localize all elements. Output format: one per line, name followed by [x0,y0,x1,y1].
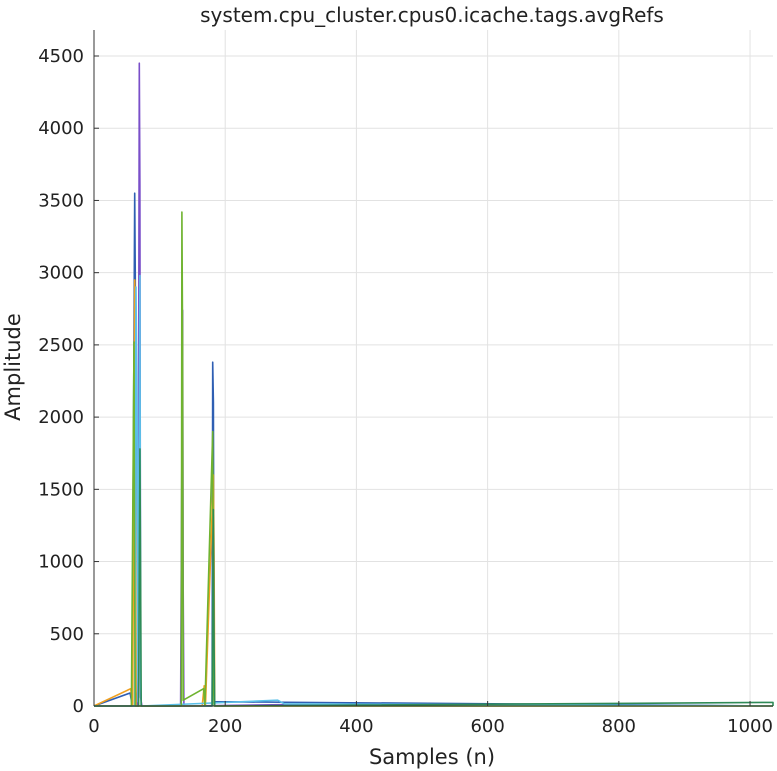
series-line-6 [94,448,774,707]
series-line-1 [93,192,774,707]
series-line-2 [94,62,774,707]
y-tick-label: 2500 [38,335,84,356]
x-tick-label: 0 [88,716,99,737]
grid [93,30,773,707]
x-tick-label: 600 [470,716,504,737]
x-tick-label: 400 [339,716,373,737]
y-axis-label: Amplitude [1,313,25,421]
y-tick-label: 0 [73,696,84,717]
x-tick-label: 200 [208,716,242,737]
y-tick-label: 2000 [38,407,84,428]
y-tick-label: 1500 [38,479,84,500]
axes [93,30,773,707]
series-line-3 [93,279,773,707]
y-tick-label: 4000 [38,118,84,139]
x-tick-label: 800 [602,716,636,737]
chart-title: system.cpu_cluster.cpus0.icache.tags.avg… [200,3,664,27]
x-ticks: 0 200 400 600 800 1000 [88,701,773,737]
y-tick-label: 500 [50,624,84,645]
y-tick-label: 4500 [38,46,84,67]
y-tick-label: 3000 [38,263,84,284]
x-axis-label: Samples (n) [369,745,495,769]
y-ticks: 0 500 1000 1500 2000 2500 3000 3500 4000 4500 [38,46,99,717]
series-line-5 [94,211,773,707]
series-layer [93,62,774,707]
y-tick-label: 1000 [38,552,84,573]
y-tick-label: 3500 [38,190,84,211]
x-tick-label: 1000 [727,716,773,737]
series-line-4 [94,274,774,707]
